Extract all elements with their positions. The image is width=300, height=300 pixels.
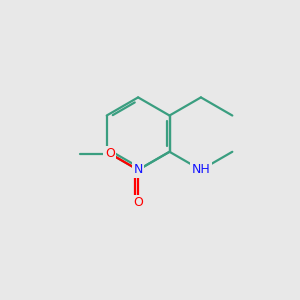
Text: O: O: [133, 196, 143, 209]
Text: NH: NH: [191, 164, 210, 176]
Text: N: N: [134, 164, 143, 176]
Text: O: O: [105, 147, 115, 160]
